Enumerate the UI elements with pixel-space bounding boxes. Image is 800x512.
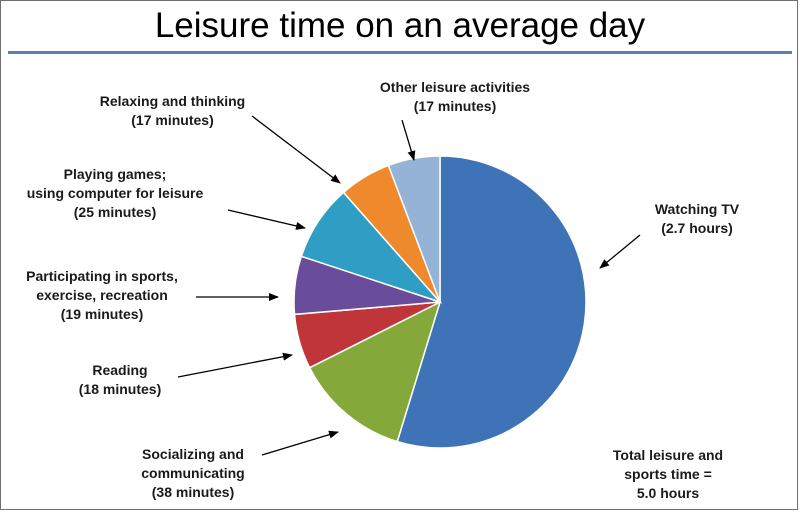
label-sports: Participating in sports, exercise, recre…	[26, 268, 178, 322]
chart-title: Leisure time on an average day	[154, 6, 646, 45]
label-reading: Reading (18 minutes)	[78, 362, 162, 397]
label-games: Playing games; using computer for leisur…	[26, 166, 204, 220]
pie-slice-watching-tv	[396, 155, 587, 449]
label-watching-tv: Watching TV (2.7 hours)	[654, 201, 740, 236]
arrow-watching-tv	[599, 234, 641, 269]
arrow-socializing	[261, 430, 339, 456]
arrow-reading	[177, 352, 293, 378]
total-note: Total leisure and sports time = 5.0 hour…	[612, 447, 724, 501]
arrow-other	[401, 119, 416, 161]
title-rule	[8, 51, 792, 54]
label-socializing: Socializing and communicating (38 minute…	[141, 446, 245, 500]
label-relaxing: Relaxing and thinking (17 minutes)	[99, 93, 246, 128]
pie-slice-socializing-and-communicating	[308, 300, 442, 443]
arrow-games	[227, 209, 306, 230]
label-other: Other leisure activities (17 minutes)	[379, 79, 531, 114]
arrow-relaxing	[251, 115, 341, 184]
